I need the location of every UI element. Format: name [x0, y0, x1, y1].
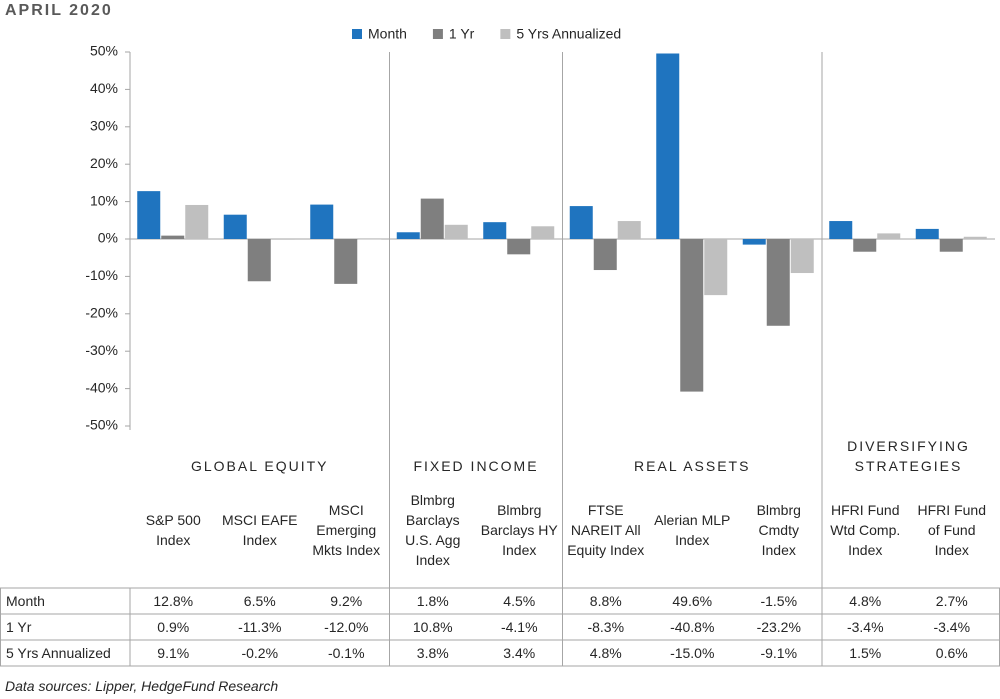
table-cell: 4.8% [849, 593, 882, 609]
category-label: HFRI Fund Wtd Comp. Index [830, 502, 901, 558]
table-cell: -3.4% [846, 619, 884, 635]
table-cell: -3.4% [933, 619, 971, 635]
bar [137, 191, 161, 239]
y-tick-label: -50% [85, 417, 118, 433]
category-label: Blmbrg Barclays HY Index [480, 502, 558, 558]
table-cell: 9.1% [157, 645, 190, 661]
table-row-label: 1 Yr [6, 619, 32, 635]
table-cell: 12.8% [153, 593, 194, 609]
category-label: MSCI Emerging Mkts Index [312, 502, 381, 558]
bar [656, 53, 680, 239]
legend-swatch [500, 29, 511, 39]
bar [483, 222, 507, 239]
table-cell: -4.1% [500, 619, 538, 635]
table-cell: 49.6% [672, 593, 713, 609]
table-cell: -0.2% [241, 645, 279, 661]
bar [790, 239, 814, 274]
bar [247, 239, 271, 282]
bar [593, 239, 617, 271]
category-label: MSCI EAFE Index [222, 512, 298, 548]
group-label: GLOBAL EQUITY [190, 458, 329, 474]
table-cell: -1.5% [760, 593, 798, 609]
table-cell: -15.0% [670, 645, 715, 661]
table-cell: -12.0% [324, 619, 369, 635]
bar [829, 221, 853, 239]
table-cell: 1.8% [416, 593, 449, 609]
legend-swatch [432, 29, 443, 39]
legend-label: Month [368, 26, 407, 42]
bar [569, 206, 593, 239]
table-cell: 1.5% [849, 645, 882, 661]
bar [507, 239, 531, 255]
category-label: Alerian MLP Index [654, 512, 731, 548]
y-tick-label: -20% [85, 305, 118, 321]
y-tick-label: 20% [90, 155, 118, 171]
table-cell: 3.8% [416, 645, 449, 661]
y-tick-label: 10% [90, 192, 118, 208]
bar [444, 224, 468, 239]
table-cell: 4.8% [589, 645, 622, 661]
bar [853, 239, 877, 252]
y-tick-label: -40% [85, 379, 118, 395]
bar [939, 239, 963, 252]
bar [531, 226, 555, 239]
y-tick-label: 50% [90, 43, 118, 59]
group-label: DIVERSIFYING STRATEGIES [847, 438, 970, 474]
bar [334, 239, 358, 284]
y-tick-label: -10% [85, 267, 118, 283]
table-cell: 6.5% [243, 593, 276, 609]
bar [271, 239, 295, 240]
table-row-label: 5 Yrs Annualized [6, 645, 111, 661]
bar [704, 239, 728, 296]
category-label: FTSE NAREIT All Equity Index [567, 502, 645, 558]
table-cell: -23.2% [756, 619, 801, 635]
bar [963, 236, 987, 239]
table-cell: -9.1% [760, 645, 798, 661]
category-label: S&P 500 Index [145, 512, 201, 548]
bar [223, 214, 247, 239]
source-note: Data sources: Lipper, HedgeFund Research [5, 678, 279, 694]
bar [680, 239, 704, 392]
legend-swatch [352, 29, 362, 39]
table-cell: 10.8% [412, 619, 453, 635]
chart-title: APRIL 2020 [5, 2, 113, 19]
table-cell: 2.7% [935, 593, 968, 609]
table-cell: -11.3% [238, 619, 282, 635]
legend-label: 5 Yrs Annualized [516, 26, 621, 42]
category-label: Blmbrg Barclays U.S. Agg Index [405, 492, 461, 568]
table-cell: -40.8% [670, 619, 715, 635]
table-cell: 9.2% [330, 593, 363, 609]
category-label: Blmbrg Cmdty Index [756, 502, 801, 558]
y-tick-label: 0% [98, 230, 118, 246]
bar [877, 233, 901, 239]
group-label: FIXED INCOME [413, 458, 539, 474]
table-cell: 4.5% [503, 593, 536, 609]
bar [742, 239, 766, 245]
bar [617, 221, 641, 239]
bar [310, 204, 334, 239]
y-tick-label: -30% [85, 342, 118, 358]
y-tick-label: 30% [90, 118, 118, 134]
group-label: REAL ASSETS [634, 458, 751, 474]
category-label: HFRI Fund of Fund Index [917, 502, 986, 558]
bar [396, 232, 420, 239]
bar [915, 228, 939, 239]
table-cell: 0.6% [935, 645, 968, 661]
bar [766, 239, 790, 326]
table-cell: -0.1% [327, 645, 365, 661]
bar [161, 235, 185, 239]
legend-label: 1 Yr [449, 26, 475, 42]
table-cell: -8.3% [587, 619, 625, 635]
bar [420, 198, 444, 239]
table-row-label: Month [6, 593, 45, 609]
y-tick-label: 40% [90, 80, 118, 96]
bar [185, 204, 209, 239]
table-cell: 8.8% [589, 593, 622, 609]
table-cell: 3.4% [503, 645, 536, 661]
table-cell: 0.9% [157, 619, 190, 635]
